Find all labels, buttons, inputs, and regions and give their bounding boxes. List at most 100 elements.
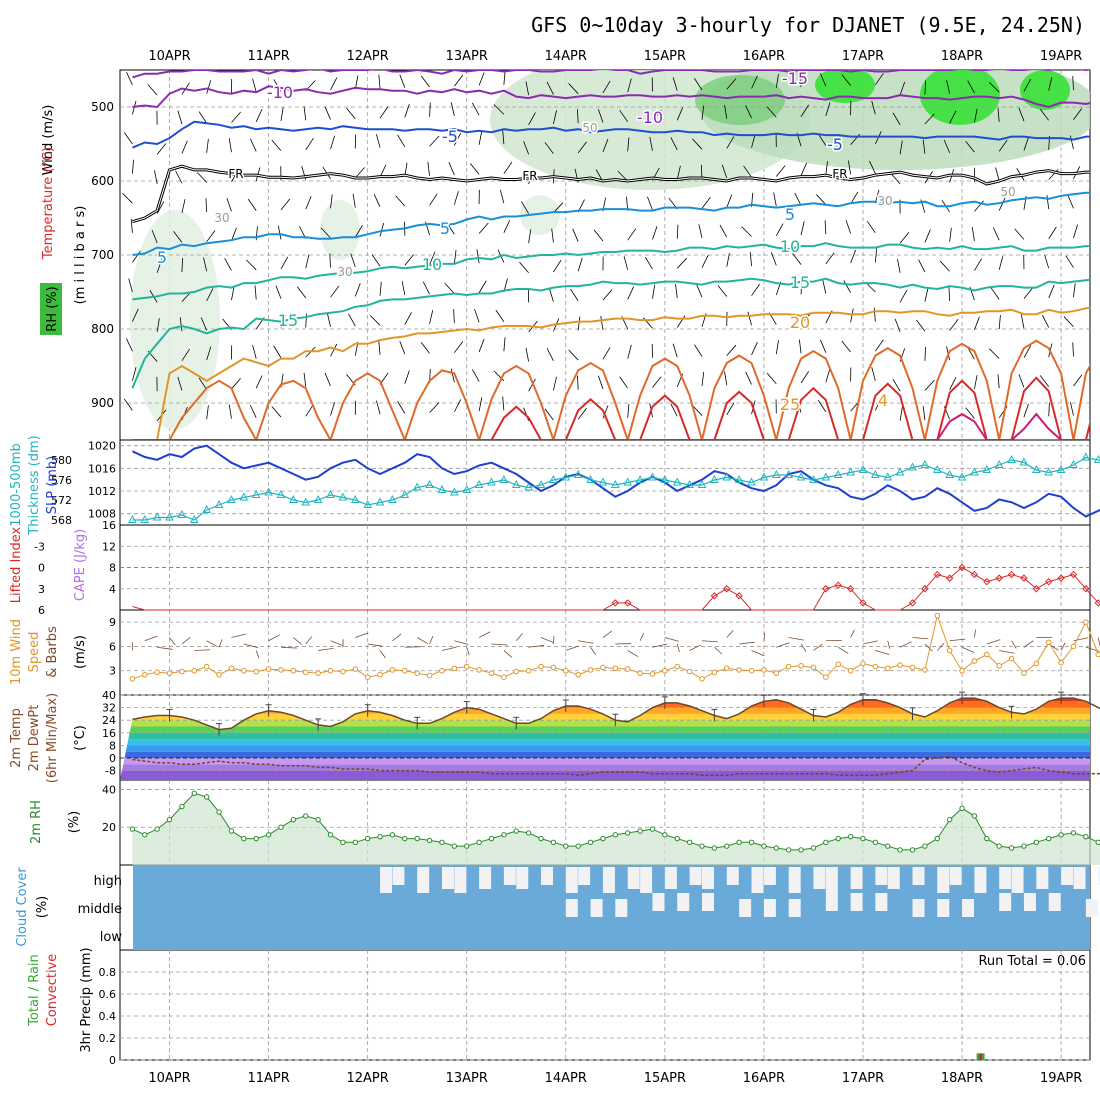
wind10m-barb: [936, 642, 945, 651]
upper-wind-barb: [721, 164, 728, 179]
wind10m-barb: [912, 637, 929, 640]
upper-wind-barb: [379, 222, 385, 237]
upper-wind-barb: [751, 342, 758, 356]
wind10m-barb: [763, 632, 766, 641]
upper-wind-barb: [647, 196, 653, 211]
li-tick-label: -3: [34, 540, 45, 553]
upper-wind-barb: [478, 130, 483, 145]
upper-wind-barb: [126, 71, 133, 85]
wind10m-barb: [924, 643, 933, 652]
contour-label: -10: [267, 83, 293, 102]
upper-wind-barb: [132, 250, 141, 263]
upper-wind-barb: [450, 102, 455, 116]
ylabel-millibars: (m i l l i b a r s): [73, 206, 88, 305]
upper-wind-barb: [1072, 342, 1074, 357]
wind10m-barb: [478, 631, 491, 638]
rh-point: [1008, 845, 1015, 851]
upper-wind-barb: [523, 141, 530, 155]
upper-wind-barb: [330, 77, 338, 91]
upper-wind-barb: [670, 403, 678, 417]
rh-point: [785, 847, 792, 853]
rh-tick-label: 20: [102, 821, 116, 834]
temperature-contour: [131, 277, 1090, 389]
upper-wind-barb: [1044, 254, 1050, 269]
wind10m-barb: [974, 629, 976, 638]
lifted-index-point: [1007, 570, 1016, 579]
rh-point: [426, 837, 433, 844]
freezing-line-core: [132, 165, 1090, 223]
upper-wind-barb: [875, 73, 884, 86]
ylabel-wind: Wind (m/s): [41, 105, 56, 176]
upper-wind-barb: [974, 258, 982, 271]
rh-point: [946, 816, 953, 823]
upper-wind-barb: [330, 343, 338, 357]
upper-wind-barb: [652, 376, 662, 388]
temperature-series: [132, 697, 1100, 731]
thickness-point: [920, 459, 930, 468]
rh-point: [476, 839, 482, 846]
upper-wind-barb: [949, 110, 957, 124]
lifted-index-point: [1045, 577, 1053, 586]
wind-speed-point: [711, 669, 718, 676]
upper-wind-barb: [850, 308, 854, 323]
upper-wind-barb: [395, 195, 406, 207]
upper-wind-barb: [546, 81, 554, 95]
date-label-top: 12APR: [347, 49, 389, 64]
rh-point: [525, 830, 532, 836]
upper-wind-barb: [572, 228, 579, 242]
upper-wind-barb: [128, 278, 133, 293]
wind-speed-point: [439, 667, 445, 674]
upper-wind-barb: [1039, 375, 1050, 387]
cloud-cell-middle: [850, 893, 863, 911]
rh-point: [909, 847, 916, 853]
date-label-bottom: 17APR: [842, 1071, 884, 1086]
cloud-cell-middle: [565, 899, 578, 917]
upper-wind-barb: [376, 134, 381, 148]
rh-point: [1033, 839, 1040, 846]
upper-wind-barb: [124, 398, 133, 411]
rh-point: [600, 835, 606, 842]
upper-wind-barb: [773, 192, 777, 207]
contour-label: 25: [780, 395, 800, 414]
wind-speed-point: [562, 667, 569, 674]
wind10m-barb: [751, 650, 764, 656]
rh-point: [228, 828, 235, 834]
wind-speed-point: [141, 671, 148, 678]
upper-wind-barb: [1039, 108, 1050, 121]
wind-speed-point: [451, 665, 458, 672]
temp-band: [120, 745, 1090, 752]
upper-wind-barb: [1073, 108, 1083, 120]
upper-wind-barb: [726, 136, 735, 149]
cloud-level-label: high: [94, 874, 122, 889]
upper-wind-barb: [943, 139, 951, 154]
upper-wind-barb: [156, 143, 167, 155]
wind-speed-point: [265, 666, 272, 672]
rh-point: [699, 843, 705, 849]
upper-wind-barb: [874, 397, 882, 411]
rh-point: [550, 839, 557, 846]
precip-run-total: Run Total = 0.06: [978, 954, 1086, 969]
thickness-point: [276, 489, 286, 498]
cloud-cell-middle: [875, 893, 888, 911]
rh-point: [563, 843, 569, 849]
contour-label: 5: [157, 248, 167, 267]
upper-wind-barb: [548, 288, 554, 302]
upper-wind-barb: [577, 407, 587, 420]
date-label-bottom: 18APR: [941, 1071, 983, 1086]
upper-wind-barb: [151, 229, 158, 244]
lifted-index-point: [1082, 585, 1090, 593]
rh-point: [637, 828, 643, 834]
upper-wind-barb: [206, 405, 209, 420]
thickness-point: [251, 489, 261, 498]
upper-wind-barb: [131, 367, 137, 381]
wind-speed-point: [872, 663, 879, 670]
thickness-point: [747, 477, 756, 486]
wind-speed-point: [1083, 619, 1089, 625]
cloud-cell-high: [640, 867, 653, 893]
wind10m-barb: [590, 647, 597, 656]
date-label-bottom: 13APR: [446, 1071, 488, 1086]
ylabel-2m-dewpt: 2m DewPt: [27, 705, 42, 772]
upper-wind-barb: [1091, 136, 1098, 148]
ylabel-cape: CAPE (J/kg): [73, 529, 88, 601]
upper-wind-barb: [271, 406, 282, 418]
